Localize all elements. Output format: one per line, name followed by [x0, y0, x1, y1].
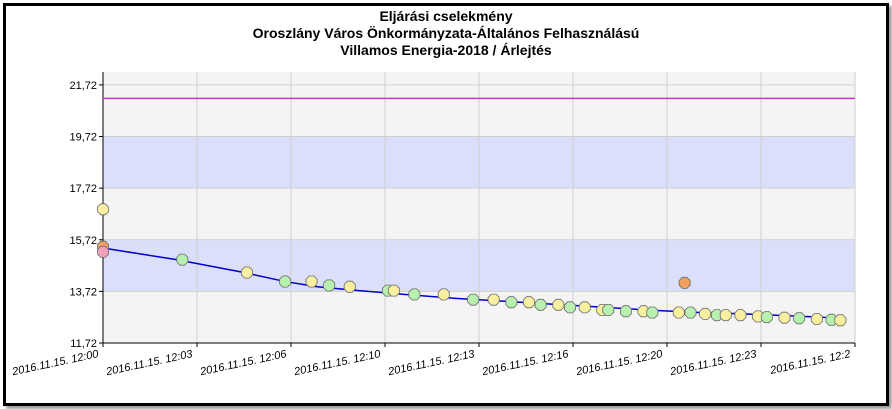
data-point	[97, 245, 109, 258]
x-tick-label: 2016.11.15. 12:23	[668, 348, 758, 378]
data-point	[467, 293, 480, 306]
data-point	[602, 303, 615, 316]
y-tick-label: 15,72	[69, 235, 97, 247]
data-point	[834, 314, 847, 327]
data-point	[176, 253, 189, 266]
data-point	[523, 296, 535, 309]
data-point	[343, 280, 356, 293]
data-point	[305, 275, 318, 288]
data-point	[752, 310, 764, 323]
data-point	[699, 307, 712, 320]
x-tick-label: 2016.11.15. 12:16	[480, 348, 570, 378]
data-point	[637, 305, 650, 318]
data-point	[810, 313, 823, 325]
data-point	[619, 305, 632, 318]
y-tick-label: 17,72	[69, 183, 97, 195]
data-point	[672, 306, 685, 319]
x-tick-label: 2016.11.15. 12:06	[198, 348, 288, 378]
data-point	[240, 266, 253, 279]
data-point	[534, 298, 547, 311]
x-tick-label: 2016.11.15. 12:00	[10, 348, 100, 378]
title-line-2: Oroszlány Város Önkormányzata-Általános …	[252, 25, 640, 41]
chart-frame: Eljárási cselekmény Oroszlány Város Önko…	[3, 3, 889, 406]
data-point	[793, 312, 806, 325]
data-point	[684, 306, 697, 319]
data-point	[97, 203, 109, 216]
title-line-1: Eljárási cselekmény	[379, 8, 513, 24]
data-point	[646, 306, 659, 319]
data-point	[760, 311, 773, 324]
x-tick-label: 2016.11.15. 12:03	[104, 348, 194, 378]
data-point	[323, 279, 336, 292]
chart-title: Eljárási cselekmény Oroszlány Város Önko…	[6, 8, 886, 59]
y-tick-label: 19,72	[69, 132, 97, 144]
data-point	[734, 309, 747, 322]
data-point	[719, 309, 732, 322]
line-chart: 21,7219,7217,7215,7213,7211,722016.11.15…	[10, 72, 856, 378]
data-point	[552, 298, 565, 311]
data-point	[564, 301, 576, 314]
x-tick-label: 2016.11.15. 12:10	[292, 348, 382, 378]
y-tick-label: 21,72	[69, 80, 97, 92]
title-line-3: Villamos Energia-2018 / Árlejtés	[340, 42, 552, 58]
data-point	[487, 293, 500, 306]
data-point	[578, 301, 591, 314]
y-tick-label: 13,72	[69, 286, 97, 298]
x-tick-label: 2016.11.15. 12:20	[574, 348, 664, 378]
data-point	[778, 311, 791, 324]
data-point	[279, 275, 292, 288]
data-point	[408, 288, 421, 301]
data-point	[678, 276, 691, 289]
x-tick-label: 2016.11.15. 12:13	[386, 348, 476, 378]
data-point	[437, 288, 450, 301]
y-tick-label: 11,72	[70, 338, 97, 350]
data-point	[505, 296, 518, 309]
x-tick-label: 2016.11.15. 12:2	[768, 348, 851, 377]
data-point	[387, 284, 400, 297]
